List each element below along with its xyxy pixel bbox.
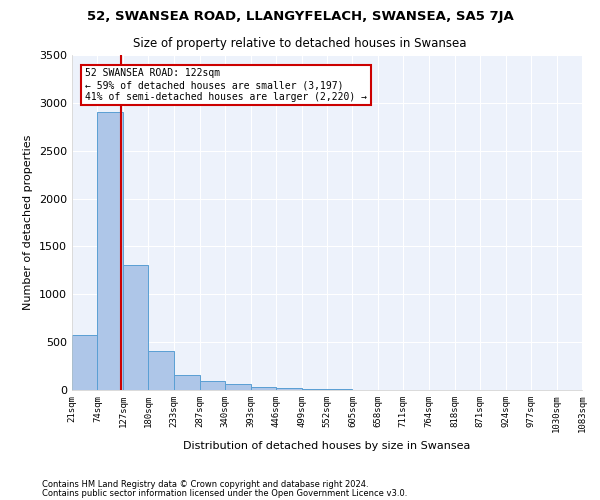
Bar [174, 374, 200, 390]
Bar [123, 264, 148, 390]
Bar [302, 389, 327, 390]
Bar [200, 381, 225, 390]
Bar [276, 388, 302, 390]
Text: Contains HM Land Registry data © Crown copyright and database right 2024.: Contains HM Land Registry data © Crown c… [42, 480, 368, 489]
Text: 52, SWANSEA ROAD, LLANGYFELACH, SWANSEA, SA5 7JA: 52, SWANSEA ROAD, LLANGYFELACH, SWANSEA,… [86, 10, 514, 23]
Text: Contains public sector information licensed under the Open Government Licence v3: Contains public sector information licen… [42, 490, 407, 498]
Bar [148, 351, 174, 390]
Bar [97, 112, 123, 390]
Bar [225, 384, 251, 390]
Bar [251, 387, 276, 390]
Bar [327, 389, 352, 390]
X-axis label: Distribution of detached houses by size in Swansea: Distribution of detached houses by size … [184, 441, 470, 451]
Text: 52 SWANSEA ROAD: 122sqm
← 59% of detached houses are smaller (3,197)
41% of semi: 52 SWANSEA ROAD: 122sqm ← 59% of detache… [85, 68, 367, 102]
Y-axis label: Number of detached properties: Number of detached properties [23, 135, 34, 310]
Bar [72, 335, 97, 390]
Text: Size of property relative to detached houses in Swansea: Size of property relative to detached ho… [133, 38, 467, 51]
